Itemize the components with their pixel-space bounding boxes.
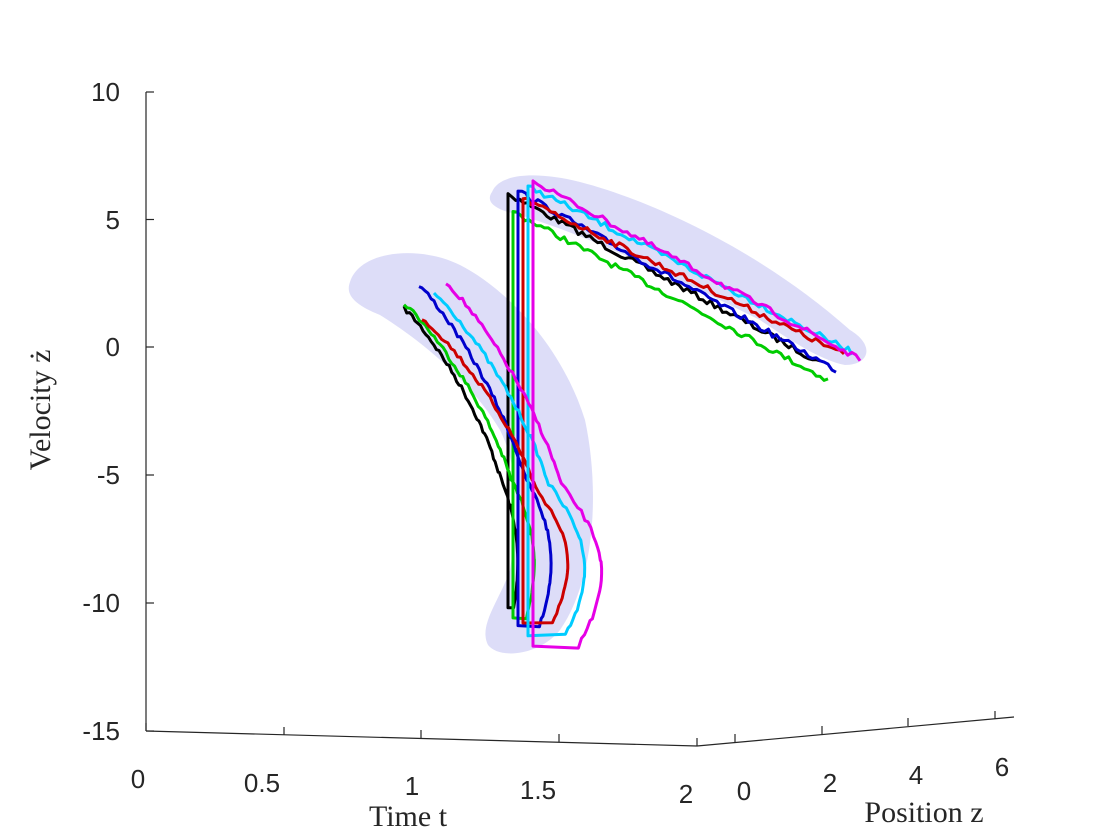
axes: 10 5 0 -5 -10 -15 0 0.5 1 1.5 2 0 2 4 bbox=[24, 77, 1015, 833]
series-layer bbox=[402, 179, 862, 650]
z-tick-label: 5 bbox=[106, 205, 120, 235]
series-line-5 bbox=[445, 179, 862, 650]
y-ticks: 0 2 4 6 bbox=[734, 711, 1009, 806]
y-tick-label: 0 bbox=[737, 776, 751, 806]
y-tick-label: 4 bbox=[909, 760, 923, 790]
x-ticks: 0 0.5 1 1.5 2 bbox=[131, 723, 698, 809]
y-axis-line bbox=[696, 716, 1015, 747]
series-line-4 bbox=[432, 184, 854, 638]
tube-band bbox=[348, 175, 867, 654]
z-tick-label: 0 bbox=[106, 332, 120, 362]
z-tick-label: 10 bbox=[91, 77, 120, 107]
z-tick-label: -5 bbox=[97, 460, 120, 490]
x-tick-label: 0.5 bbox=[244, 768, 280, 798]
x-tick-label: 1.5 bbox=[520, 775, 556, 805]
series-line-0 bbox=[402, 192, 821, 610]
z-axis-label: Velocity ż bbox=[24, 350, 57, 471]
x-axis-label: Time t bbox=[369, 800, 448, 833]
z-tick-label: -10 bbox=[82, 588, 120, 618]
series-line-3 bbox=[421, 196, 846, 625]
tube-band-rising bbox=[489, 175, 867, 365]
x-tick-label: 2 bbox=[679, 779, 693, 809]
y-axis-label: Position z bbox=[864, 796, 983, 829]
x-tick-label: 0 bbox=[131, 764, 145, 794]
x-axis-line bbox=[145, 730, 698, 747]
x-tick-label: 1 bbox=[405, 771, 419, 801]
z-ticks: 10 5 0 -5 -10 -15 bbox=[82, 77, 154, 746]
y-tick-label: 2 bbox=[823, 768, 837, 798]
y-tick-label: 6 bbox=[995, 752, 1009, 782]
z-tick-label: -15 bbox=[82, 716, 120, 746]
